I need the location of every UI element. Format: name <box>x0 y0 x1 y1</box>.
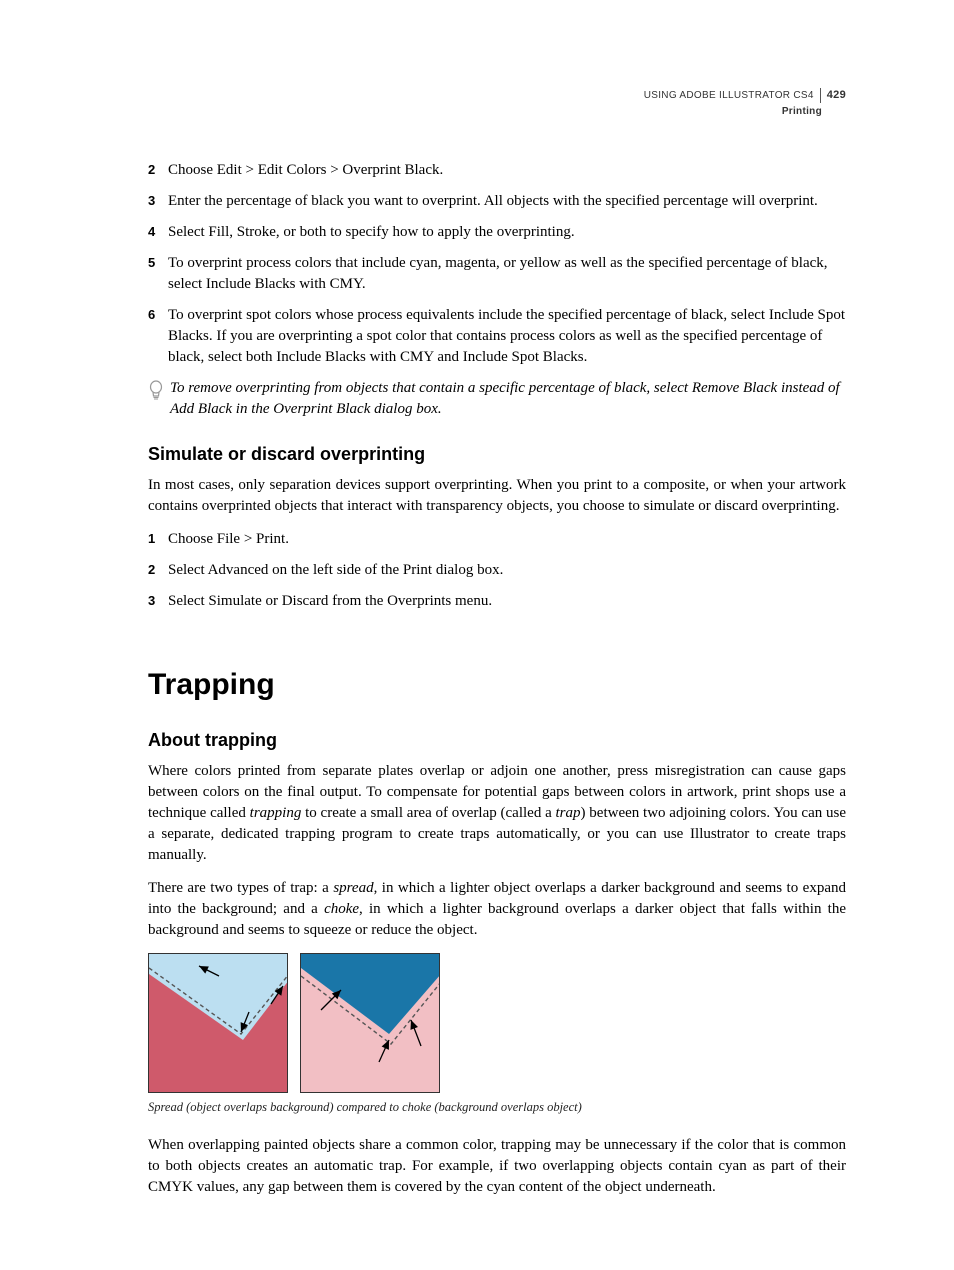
list-text: Select Simulate or Discard from the Over… <box>168 591 846 612</box>
list-text: Enter the percentage of black you want t… <box>168 191 846 212</box>
para-trapping-2: There are two types of trap: a spread, i… <box>148 878 846 941</box>
figure-caption: Spread (object overlaps background) comp… <box>148 1099 846 1117</box>
ordered-list-simulate: 1Choose File > Print.2Select Advanced on… <box>148 529 846 612</box>
list-item: 6To overprint spot colors whose process … <box>148 305 846 368</box>
para-trapping-1: Where colors printed from separate plate… <box>148 761 846 866</box>
list-number: 2 <box>148 160 166 181</box>
figure-trapping <box>148 953 846 1093</box>
figure-spread <box>148 953 288 1093</box>
tip-text: To remove overprinting from objects that… <box>170 378 846 420</box>
page-header: USING ADOBE ILLUSTRATOR CS4 429 Printing <box>644 88 846 119</box>
list-number: 3 <box>148 191 166 212</box>
list-text: To overprint spot colors whose process e… <box>168 305 846 368</box>
lightbulb-icon <box>148 378 168 420</box>
tip-note: To remove overprinting from objects that… <box>148 378 846 420</box>
list-number: 1 <box>148 529 166 550</box>
list-number: 2 <box>148 560 166 581</box>
figure-choke <box>300 953 440 1093</box>
list-text: Select Advanced on the left side of the … <box>168 560 846 581</box>
list-item: 3Select Simulate or Discard from the Ove… <box>148 591 846 612</box>
list-item: 3Enter the percentage of black you want … <box>148 191 846 212</box>
list-number: 4 <box>148 222 166 243</box>
header-book: USING ADOBE ILLUSTRATOR CS4 <box>644 89 814 103</box>
heading-trapping: Trapping <box>148 664 846 706</box>
list-item: 5To overprint process colors that includ… <box>148 253 846 295</box>
list-text: Choose File > Print. <box>168 529 846 550</box>
list-number: 6 <box>148 305 166 368</box>
para-trapping-3: When overlapping painted objects share a… <box>148 1135 846 1198</box>
list-item: 4Select Fill, Stroke, or both to specify… <box>148 222 846 243</box>
header-page-number: 429 <box>820 88 846 103</box>
list-text: Select Fill, Stroke, or both to specify … <box>168 222 846 243</box>
para-simulate-intro: In most cases, only separation devices s… <box>148 475 846 517</box>
list-item: 1Choose File > Print. <box>148 529 846 550</box>
list-item: 2Select Advanced on the left side of the… <box>148 560 846 581</box>
list-text: Choose Edit > Edit Colors > Overprint Bl… <box>168 160 846 181</box>
heading-simulate: Simulate or discard overprinting <box>148 442 846 467</box>
list-text: To overprint process colors that include… <box>168 253 846 295</box>
ordered-list-overprint: 2Choose Edit > Edit Colors > Overprint B… <box>148 160 846 368</box>
list-number: 5 <box>148 253 166 295</box>
heading-about-trapping: About trapping <box>148 728 846 753</box>
list-item: 2Choose Edit > Edit Colors > Overprint B… <box>148 160 846 181</box>
header-section: Printing <box>644 105 846 119</box>
list-number: 3 <box>148 591 166 612</box>
